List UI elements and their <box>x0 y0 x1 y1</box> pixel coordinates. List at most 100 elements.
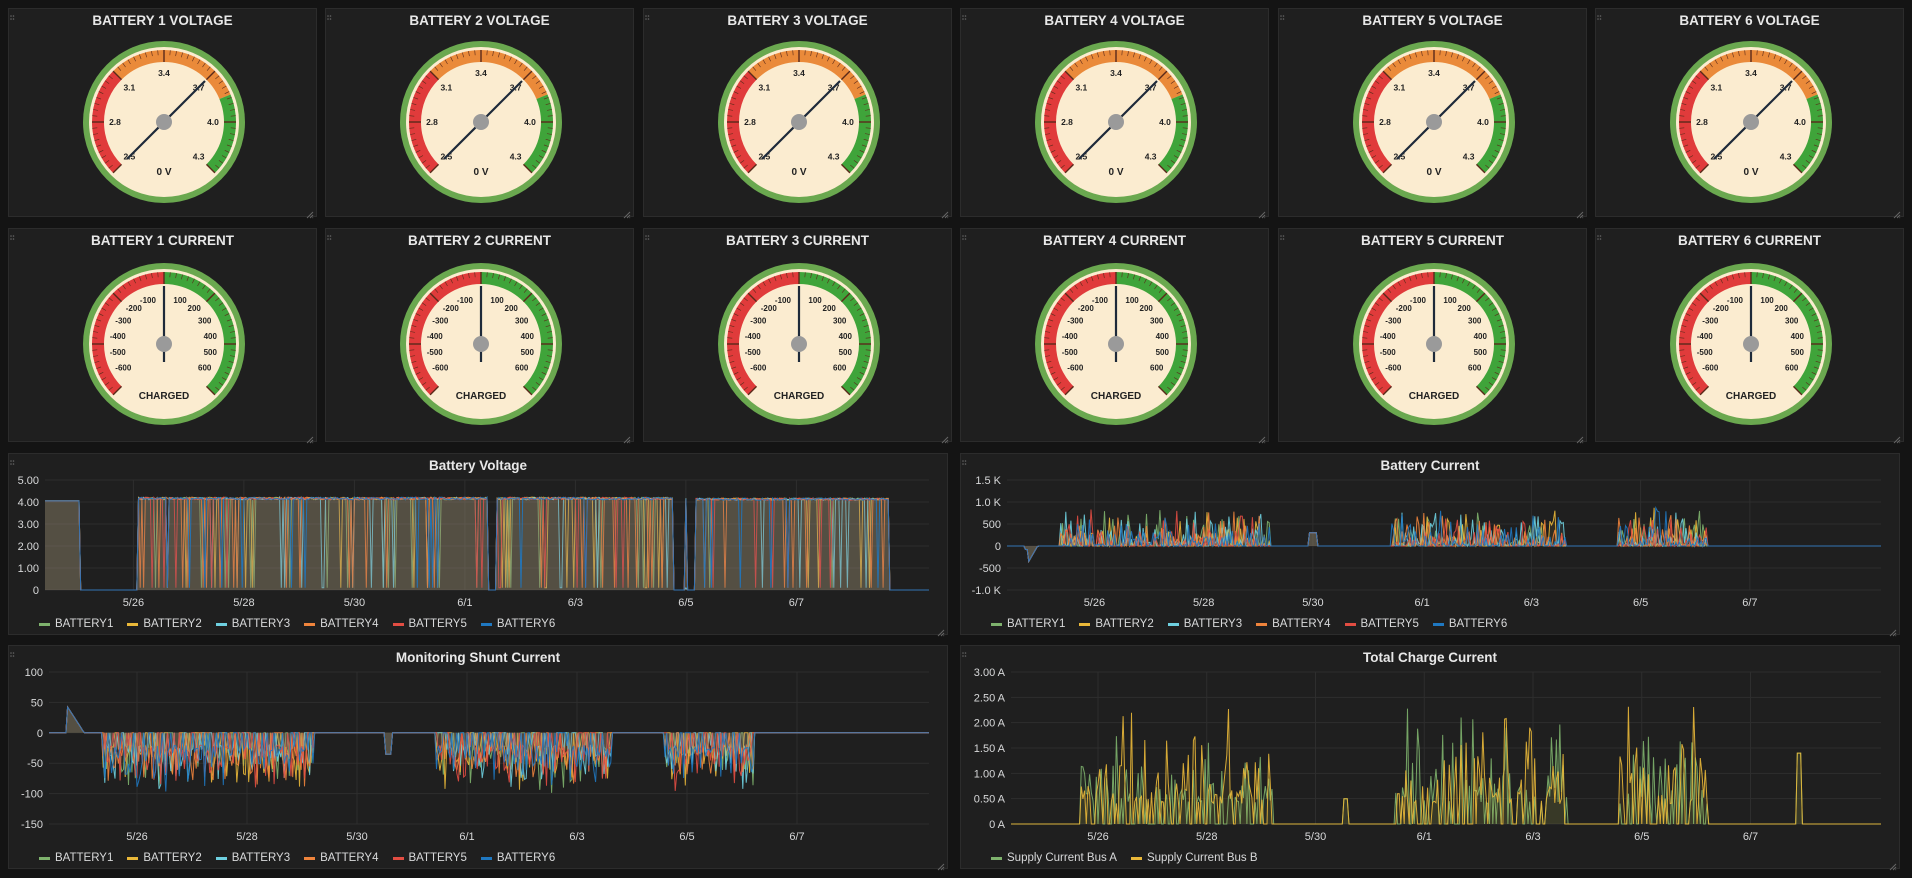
resize-handle-icon[interactable] <box>937 858 945 871</box>
legend-item[interactable]: Supply Current Bus B <box>1130 852 1258 864</box>
resize-handle-icon[interactable] <box>941 431 949 444</box>
series-line[interactable] <box>45 496 929 591</box>
voltage-gauge-panel: BATTERY 3 VOLTAGE2.52.83.13.43.74.04.30 … <box>643 8 952 219</box>
graph-panel: Battery Current 1.5 K 1.0 K 500 0 -500 -1.0 K 5… <box>960 453 1901 637</box>
panel-title[interactable]: BATTERY 1 VOLTAGE <box>92 13 233 28</box>
panel-title[interactable]: BATTERY 4 CURRENT <box>1042 233 1186 248</box>
resize-handle-icon[interactable] <box>1576 431 1584 444</box>
panel-title[interactable]: BATTERY 6 CURRENT <box>1677 233 1821 248</box>
legend-item[interactable]: BATTERY5 <box>392 852 467 864</box>
resize-handle-icon[interactable] <box>1889 858 1897 871</box>
panel-title[interactable]: BATTERY 2 VOLTAGE <box>409 13 550 28</box>
resize-handle-icon[interactable] <box>941 206 949 219</box>
x-tick-label: 5/26 <box>123 597 144 609</box>
gauge-tick-label: -600 <box>1067 364 1084 373</box>
gauge-tick-label: -600 <box>1385 364 1402 373</box>
panel-title[interactable]: BATTERY 2 CURRENT <box>407 233 551 248</box>
resize-handle-icon[interactable] <box>623 431 631 444</box>
drag-handle-icon[interactable] <box>961 9 967 20</box>
x-tick-label: 6/5 <box>679 831 694 843</box>
legend-item[interactable]: BATTERY5 <box>1344 618 1419 630</box>
gauge-tick-label: -100 <box>139 296 156 305</box>
drag-handle-icon[interactable] <box>961 229 967 240</box>
drag-handle-icon[interactable] <box>644 229 650 240</box>
y-tick-label: 2.50 A <box>974 692 1006 704</box>
panel-title[interactable]: Battery Voltage <box>428 458 528 473</box>
resize-handle-icon[interactable] <box>306 206 314 219</box>
drag-handle-icon[interactable] <box>1279 229 1285 240</box>
gauge-tick-label: -300 <box>1702 317 1719 326</box>
panel-title[interactable]: BATTERY 4 VOLTAGE <box>1044 13 1185 28</box>
legend-item[interactable]: BATTERY1 <box>991 618 1065 630</box>
resize-handle-icon[interactable] <box>306 431 314 444</box>
drag-handle-icon[interactable] <box>9 229 15 240</box>
drag-handle-icon[interactable] <box>326 9 332 20</box>
legend-item[interactable]: BATTERY5 <box>392 618 467 630</box>
series-line[interactable] <box>1007 505 1881 563</box>
panel-title[interactable]: Monitoring Shunt Current <box>395 650 561 665</box>
y-tick-label: 1.50 A <box>974 743 1006 755</box>
gauge-readout: CHARGED <box>1408 391 1459 402</box>
series-area <box>45 497 929 590</box>
panel-title[interactable]: BATTERY 1 CURRENT <box>90 233 234 248</box>
legend-item[interactable]: BATTERY3 <box>1167 618 1242 630</box>
gauge-tick-label: 100 <box>490 296 504 305</box>
resize-handle-icon[interactable] <box>1889 624 1897 637</box>
gauge-tick-label: -600 <box>750 364 767 373</box>
resize-handle-icon[interactable] <box>1893 431 1901 444</box>
legend-item[interactable]: BATTERY6 <box>1432 618 1507 630</box>
legend-item[interactable]: BATTERY2 <box>127 618 202 630</box>
legend-item[interactable]: BATTERY1 <box>39 618 113 630</box>
panel-title[interactable]: Battery Current <box>1380 458 1480 473</box>
gauge-tick-label: 3.4 <box>475 68 487 78</box>
panel-title[interactable]: BATTERY 6 VOLTAGE <box>1679 13 1820 28</box>
legend-item[interactable]: BATTERY2 <box>127 852 202 864</box>
resize-handle-icon[interactable] <box>937 624 945 637</box>
legend-item[interactable]: BATTERY2 <box>1079 618 1154 630</box>
drag-handle-icon[interactable] <box>9 646 15 657</box>
legend-swatch <box>1432 622 1444 626</box>
legend-item[interactable]: BATTERY3 <box>215 618 290 630</box>
drag-handle-icon[interactable] <box>961 646 967 657</box>
series-line[interactable] <box>1011 706 1881 825</box>
legend-item[interactable]: BATTERY4 <box>304 852 379 864</box>
graph-plot[interactable]: 3.00 A 2.50 A 2.00 A 1.50 A 1.00 A 0.50 A 0 A 5… <box>961 646 1901 846</box>
gauge-readout: CHARGED <box>455 391 506 402</box>
legend-item[interactable]: BATTERY1 <box>39 852 113 864</box>
gauge-tick-label: 2.8 <box>1061 117 1073 127</box>
legend-item[interactable]: Supply Current Bus A <box>991 852 1117 864</box>
legend-item[interactable]: BATTERY4 <box>304 618 379 630</box>
gauge-tick-label: 4.0 <box>1159 117 1171 127</box>
legend-item[interactable]: BATTERY6 <box>480 618 555 630</box>
voltage-gauge: 2.52.83.13.43.74.04.30 V <box>1352 41 1515 203</box>
gauge-tick-label: 3.1 <box>123 82 135 92</box>
panel-title[interactable]: BATTERY 5 CURRENT <box>1360 233 1504 248</box>
legend-item[interactable]: BATTERY3 <box>215 852 290 864</box>
gauge-tick-label: 3.1 <box>440 82 452 92</box>
resize-handle-icon[interactable] <box>623 206 631 219</box>
drag-handle-icon[interactable] <box>9 454 15 465</box>
panel-title[interactable]: BATTERY 3 VOLTAGE <box>727 13 868 28</box>
legend-item[interactable]: BATTERY4 <box>1256 618 1331 630</box>
resize-handle-icon[interactable] <box>1576 206 1584 219</box>
legend-item[interactable]: BATTERY6 <box>480 852 555 864</box>
drag-handle-icon[interactable] <box>9 9 15 20</box>
drag-handle-icon[interactable] <box>1596 229 1602 240</box>
graph-plot[interactable]: 5.00 4.00 3.00 2.00 1.00 0 5/26 5/28 5/30 6/1 6/3 6… <box>9 454 949 612</box>
drag-handle-icon[interactable] <box>961 454 967 465</box>
x-tick-label: 5/28 <box>236 831 257 843</box>
resize-handle-icon[interactable] <box>1258 431 1266 444</box>
drag-handle-icon[interactable] <box>644 9 650 20</box>
panel-title[interactable]: BATTERY 3 CURRENT <box>725 233 869 248</box>
legend-label: BATTERY2 <box>1095 618 1154 630</box>
series-line[interactable] <box>49 705 929 792</box>
graph-plot[interactable]: 100 50 0 -50 -100 -150 5/26 5/28 5/30 6/1 6/3 6/5 6/… <box>9 646 949 846</box>
resize-handle-icon[interactable] <box>1258 206 1266 219</box>
drag-handle-icon[interactable] <box>1596 9 1602 20</box>
resize-handle-icon[interactable] <box>1893 206 1901 219</box>
drag-handle-icon[interactable] <box>1279 9 1285 20</box>
drag-handle-icon[interactable] <box>326 229 332 240</box>
panel-title[interactable]: Total Charge Current <box>1362 650 1497 665</box>
panel-title[interactable]: BATTERY 5 VOLTAGE <box>1362 13 1503 28</box>
graph-plot[interactable]: 1.5 K 1.0 K 500 0 -500 -1.0 K 5/26 5/28 5/30 6/1 6… <box>961 454 1901 612</box>
